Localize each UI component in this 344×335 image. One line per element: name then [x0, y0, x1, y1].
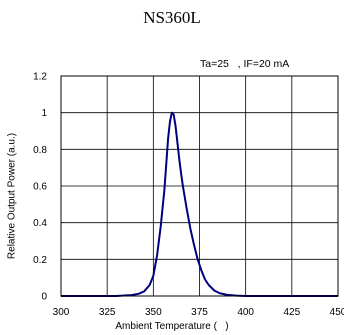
y-tick-label: 0.6 [33, 182, 47, 193]
measurement-conditions: Ta=25 , IF=20 mA [200, 58, 290, 70]
x-tick-label: 425 [283, 307, 300, 318]
x-axis-label: Ambient Temperature ( ) [115, 321, 229, 332]
y-tick-label: 1 [41, 108, 47, 119]
y-tick-label: 0.8 [33, 145, 47, 156]
y-tick-label: 1.2 [33, 72, 47, 83]
x-tick-label: 300 [53, 307, 70, 318]
x-tick-labels: 300 325 350 375 400 425 450 [53, 307, 344, 318]
series-group [61, 111, 338, 297]
x-tick-label: 350 [145, 307, 162, 318]
plot-frame [60, 75, 339, 297]
y-tick-labels: 0 0.2 0.4 0.6 0.8 1 1.2 [33, 72, 47, 303]
x-tick-label: 400 [237, 307, 254, 318]
chart-title: NS360L [143, 8, 201, 27]
series-line [61, 111, 338, 297]
y-tick-label: 0 [41, 292, 47, 303]
y-tick-label: 0.2 [33, 255, 47, 266]
x-tick-label: 450 [330, 307, 344, 318]
x-tick-label: 375 [191, 307, 208, 318]
y-tick-label: 0.4 [33, 218, 47, 229]
x-tick-label: 325 [99, 307, 116, 318]
